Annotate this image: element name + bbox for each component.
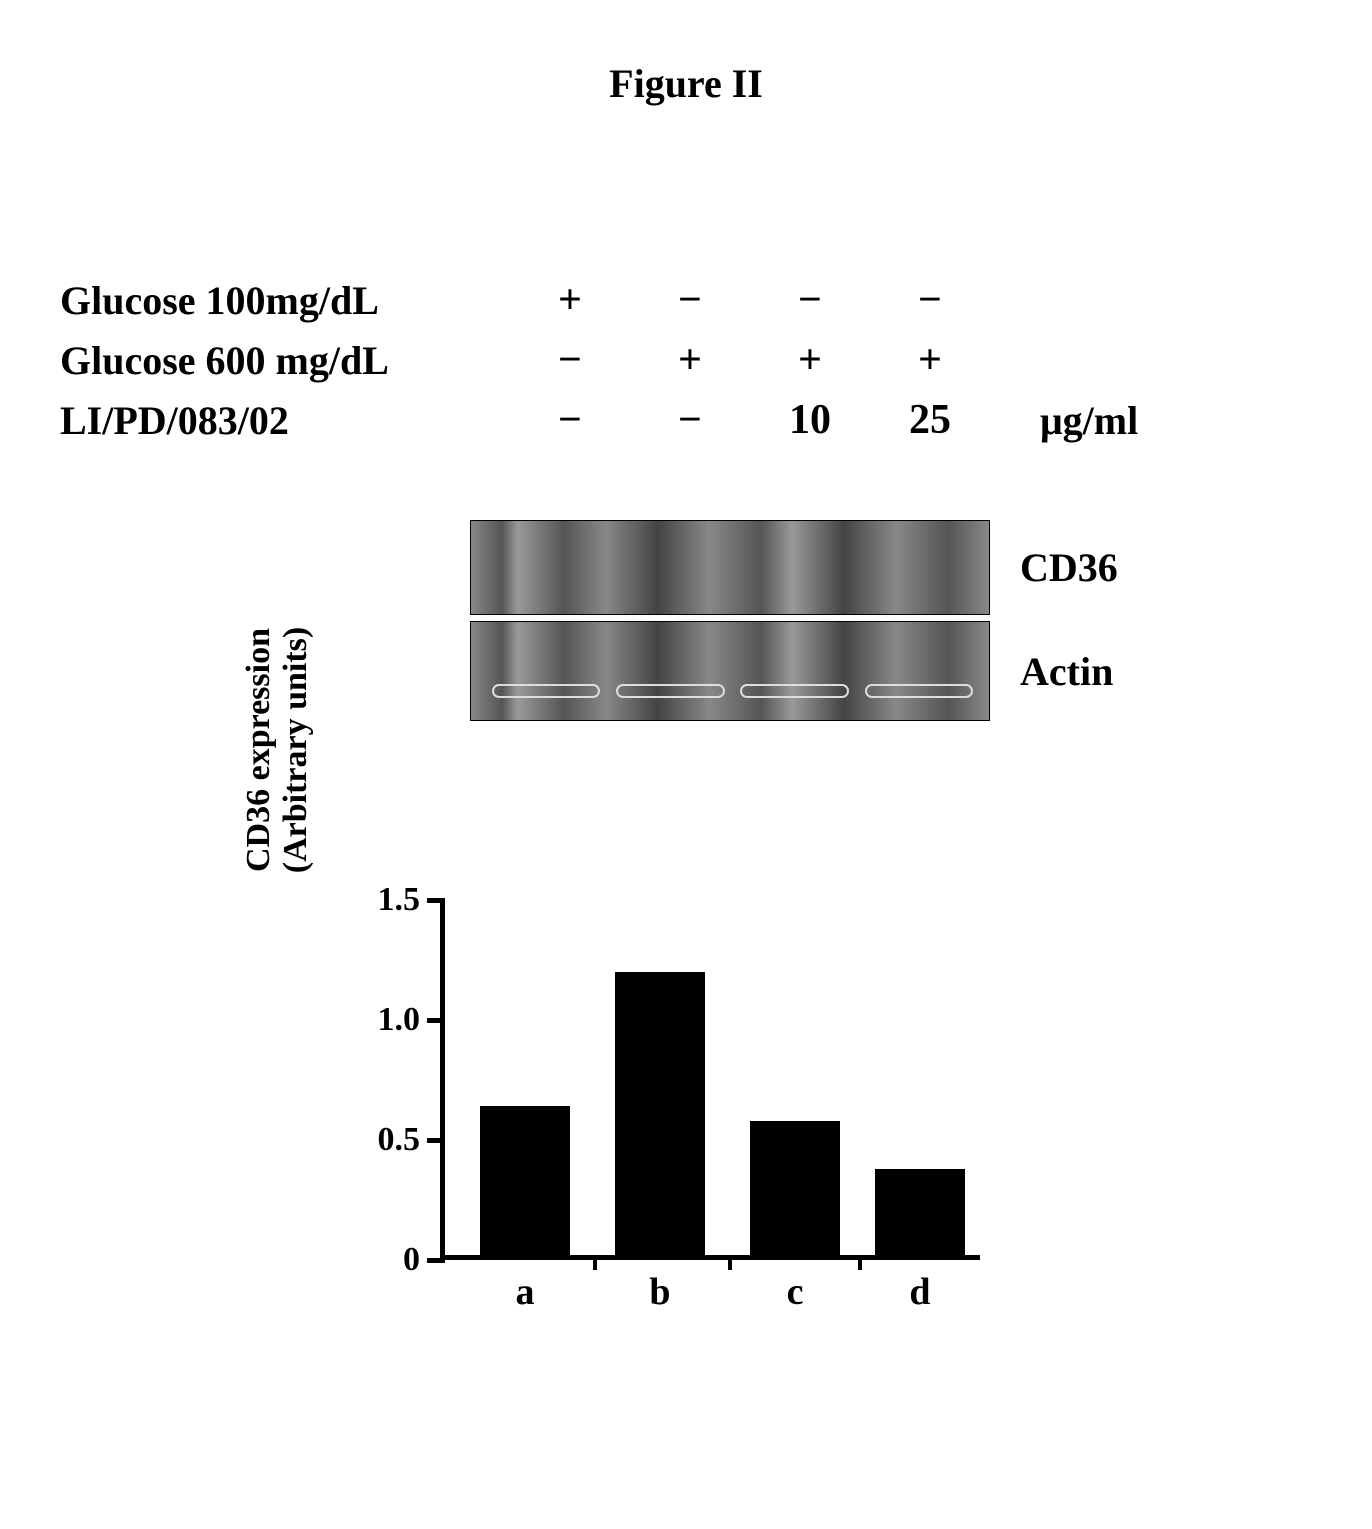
- condition-row: Glucose 600 mg/dL − + + +: [60, 330, 1310, 390]
- blot-label: CD36: [1020, 544, 1118, 591]
- condition-label: LI/PD/083/02: [60, 397, 510, 444]
- condition-value: −: [630, 276, 750, 324]
- x-tick: [858, 1255, 862, 1270]
- blot-row-cd36: CD36: [470, 520, 1118, 615]
- bar: [875, 1169, 965, 1255]
- blot-row-actin: Actin: [470, 621, 1118, 721]
- bar: [615, 972, 705, 1255]
- y-tick: [427, 1138, 445, 1143]
- y-tick: [427, 1258, 445, 1263]
- bar-chart: CD36 expression (Arbitrary units) 00.51.…: [270, 890, 1020, 1370]
- plot-area: 00.51.01.5abcd: [440, 900, 980, 1260]
- condition-value: −: [870, 276, 990, 324]
- condition-value: −: [750, 276, 870, 324]
- condition-table: Glucose 100mg/dL + − − − Glucose 600 mg/…: [60, 270, 1310, 450]
- condition-value: −: [630, 396, 750, 444]
- blot-image-cd36: [470, 520, 990, 615]
- condition-value: −: [510, 336, 630, 384]
- x-tick: [728, 1255, 732, 1270]
- western-blot-panel: CD36 Actin: [470, 520, 1118, 727]
- condition-row: LI/PD/083/02 − − 10 25 μg/ml: [60, 390, 1310, 450]
- y-axis-label: CD36 expression (Arbitrary units): [240, 570, 315, 930]
- x-tick: [593, 1255, 597, 1270]
- y-tick-label: 0.5: [360, 1121, 420, 1159]
- x-category-label: b: [615, 1270, 705, 1314]
- condition-row: Glucose 100mg/dL + − − −: [60, 270, 1310, 330]
- condition-value: 25: [870, 396, 990, 444]
- condition-label: Glucose 600 mg/dL: [60, 337, 510, 384]
- condition-label: Glucose 100mg/dL: [60, 277, 510, 324]
- y-tick: [427, 898, 445, 903]
- figure-title: Figure II: [0, 60, 1372, 107]
- condition-value: +: [750, 336, 870, 384]
- y-tick-label: 1.5: [360, 881, 420, 919]
- condition-value: 10: [750, 396, 870, 444]
- y-tick: [427, 1018, 445, 1023]
- y-tick-label: 1.0: [360, 1001, 420, 1039]
- x-category-label: a: [480, 1270, 570, 1314]
- condition-value: +: [630, 336, 750, 384]
- bar: [750, 1121, 840, 1255]
- x-category-label: d: [875, 1270, 965, 1314]
- condition-value: +: [870, 336, 990, 384]
- blot-label: Actin: [1020, 648, 1113, 695]
- x-category-label: c: [750, 1270, 840, 1314]
- condition-value: +: [510, 276, 630, 324]
- y-tick-label: 0: [360, 1241, 420, 1279]
- condition-unit: μg/ml: [1040, 397, 1138, 444]
- blot-image-actin: [470, 621, 990, 721]
- condition-value: −: [510, 396, 630, 444]
- bar: [480, 1106, 570, 1255]
